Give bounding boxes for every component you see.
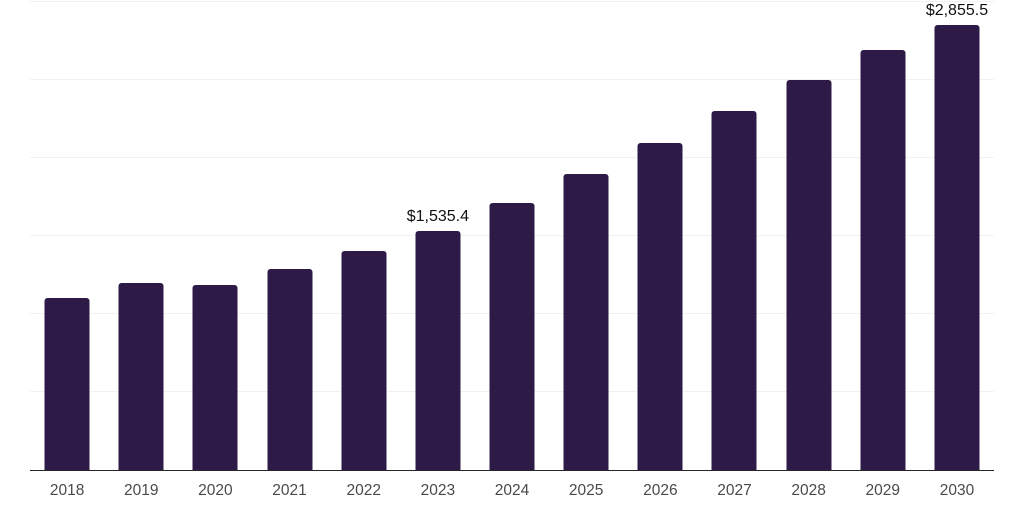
- bar-2027: [711, 111, 757, 470]
- bar-2025: [563, 174, 609, 470]
- bar-group-2022: [327, 2, 401, 470]
- bar-2019: [118, 283, 164, 470]
- bar-group-2030: $2,855.5: [920, 2, 994, 470]
- data-label-2023: $1,535.4: [406, 207, 469, 225]
- bar-group-2020: [178, 2, 252, 470]
- gridline-2500: [30, 79, 994, 80]
- x-axis: 2018 2019 2020 2021 2022 2023 2024 2025 2026 2027…: [30, 481, 994, 501]
- gridline-2000: [30, 157, 994, 158]
- x-tick-label-2027: 2027: [717, 482, 752, 499]
- plot-area: $1,535.4 $2,855.5: [30, 1, 994, 471]
- bar-2020: [192, 285, 238, 470]
- bar-2023: [415, 230, 461, 470]
- bar-2026: [637, 143, 683, 470]
- bar-group-2028: [772, 2, 846, 470]
- bar-2028: [786, 80, 832, 470]
- bar-group-2021: [252, 2, 326, 470]
- x-tick-label-2024: 2024: [494, 482, 530, 499]
- bar-group-2018: [30, 2, 104, 470]
- bar-group-2029: [846, 2, 920, 470]
- x-tick-label-2019: 2019: [123, 482, 159, 499]
- x-tick-label-2029: 2029: [865, 482, 901, 499]
- data-label-2030: $2,855.5: [925, 1, 989, 19]
- x-tick-label-2018: 2018: [49, 482, 85, 499]
- bar-2030: [934, 24, 980, 470]
- bar-2024: [489, 203, 535, 470]
- bar-2029: [860, 50, 906, 470]
- bar-group-2026: [623, 2, 697, 470]
- gridline-3000: [30, 1, 994, 2]
- bar-2022: [341, 251, 387, 470]
- x-tick-label-2021: 2021: [272, 482, 307, 499]
- x-tick-label-2025: 2025: [568, 482, 604, 499]
- x-tick-label-2028: 2028: [791, 482, 826, 499]
- bar-group-2019: [104, 2, 178, 470]
- bars-layer: $1,535.4 $2,855.5: [30, 2, 994, 470]
- x-tick-label-2030: 2030: [939, 482, 975, 499]
- bar-2018: [44, 297, 90, 470]
- bar-group-2027: [697, 2, 771, 470]
- x-tick-label-2023: 2023: [420, 482, 456, 499]
- bar-group-2025: [549, 2, 623, 470]
- x-tick-label-2026: 2026: [643, 482, 678, 499]
- x-tick-label-2022: 2022: [346, 482, 381, 499]
- x-tick-label-2020: 2020: [198, 482, 233, 499]
- bar-group-2023: $1,535.4: [401, 2, 475, 470]
- bar-2021: [267, 269, 313, 470]
- bar-group-2024: [475, 2, 549, 470]
